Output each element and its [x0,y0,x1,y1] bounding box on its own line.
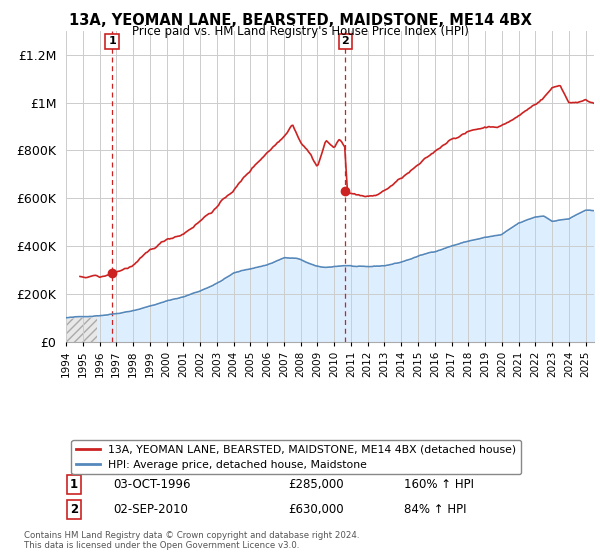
Text: Contains HM Land Registry data © Crown copyright and database right 2024.
This d: Contains HM Land Registry data © Crown c… [24,530,359,550]
Text: 160% ↑ HPI: 160% ↑ HPI [404,478,474,491]
Legend: 13A, YEOMAN LANE, BEARSTED, MAIDSTONE, ME14 4BX (detached house), HPI: Average p: 13A, YEOMAN LANE, BEARSTED, MAIDSTONE, M… [71,440,521,474]
Text: 13A, YEOMAN LANE, BEARSTED, MAIDSTONE, ME14 4BX: 13A, YEOMAN LANE, BEARSTED, MAIDSTONE, M… [68,13,532,28]
Text: £285,000: £285,000 [288,478,343,491]
Text: 1: 1 [70,478,78,491]
Bar [66,31,97,342]
Text: 2: 2 [341,36,349,46]
Text: 03-OCT-1996: 03-OCT-1996 [113,478,191,491]
Text: Price paid vs. HM Land Registry's House Price Index (HPI): Price paid vs. HM Land Registry's House … [131,25,469,38]
Text: 1: 1 [108,36,116,46]
Text: 84% ↑ HPI: 84% ↑ HPI [404,503,466,516]
Text: £630,000: £630,000 [288,503,343,516]
Text: 02-SEP-2010: 02-SEP-2010 [113,503,188,516]
Text: 2: 2 [70,503,78,516]
